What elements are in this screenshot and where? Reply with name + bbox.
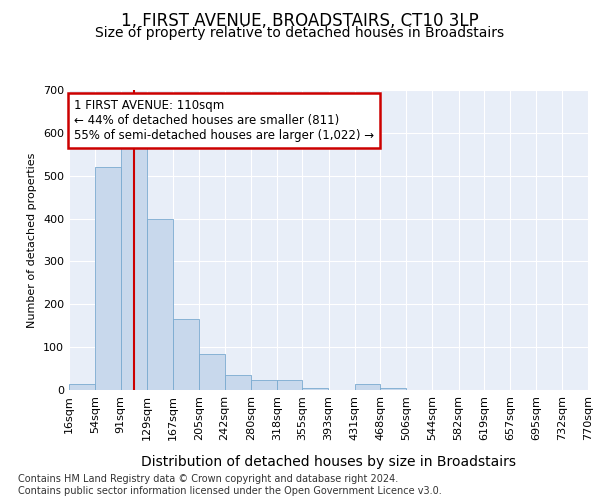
Text: Distribution of detached houses by size in Broadstairs: Distribution of detached houses by size … [142,455,516,469]
Bar [380,388,406,390]
Text: 1, FIRST AVENUE, BROADSTAIRS, CT10 3LP: 1, FIRST AVENUE, BROADSTAIRS, CT10 3LP [121,12,479,30]
Bar [69,384,95,390]
Text: Contains public sector information licensed under the Open Government Licence v3: Contains public sector information licen… [18,486,442,496]
Text: Size of property relative to detached houses in Broadstairs: Size of property relative to detached ho… [95,26,505,40]
Text: 1 FIRST AVENUE: 110sqm
← 44% of detached houses are smaller (811)
55% of semi-de: 1 FIRST AVENUE: 110sqm ← 44% of detached… [74,99,374,142]
Bar [121,142,147,390]
Bar [95,167,121,390]
Bar [224,375,251,390]
Bar [199,354,224,390]
Y-axis label: Number of detached properties: Number of detached properties [28,152,37,328]
Text: Contains HM Land Registry data © Crown copyright and database right 2024.: Contains HM Land Registry data © Crown c… [18,474,398,484]
Bar [251,380,277,390]
Bar [147,218,173,390]
Bar [277,380,302,390]
Bar [355,384,380,390]
Bar [302,388,329,390]
Bar [173,320,199,390]
